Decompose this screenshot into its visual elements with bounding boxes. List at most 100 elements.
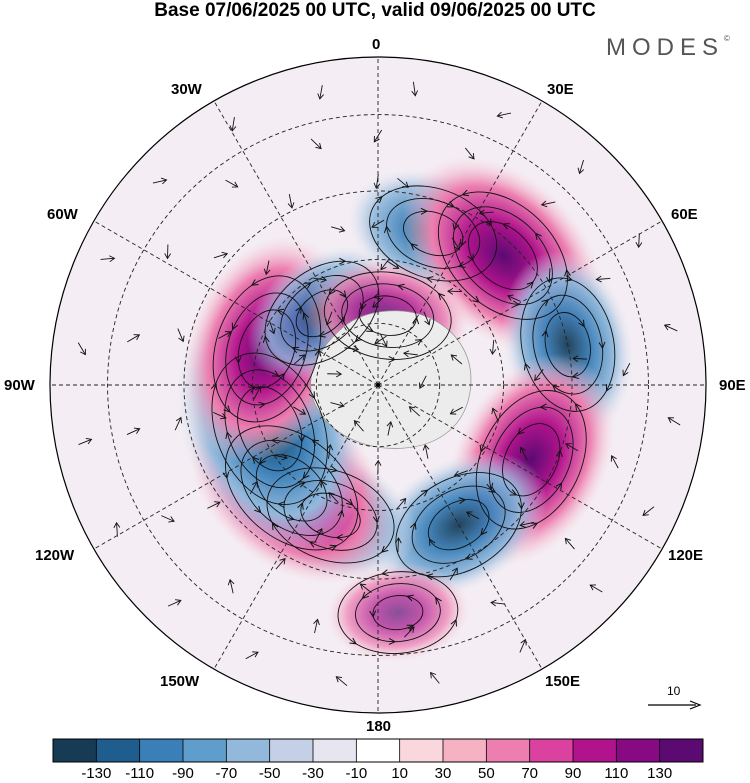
reference-vector-arrow (648, 700, 702, 710)
flow-arrow (298, 435, 306, 443)
label-lon-120e: 120E (668, 547, 704, 564)
flow-arrow (339, 290, 347, 299)
flow-arrow (328, 287, 336, 296)
colorbar-tick-label: 130 (647, 765, 673, 782)
wind-vector (310, 138, 322, 150)
flow-arrow (337, 509, 345, 518)
flow-arrow (254, 505, 262, 514)
wind-vector (312, 276, 328, 283)
wind-vector (225, 179, 239, 188)
meridian-240 (93, 384, 379, 550)
wind-streamlines (77, 81, 681, 687)
streamline-11-2 (323, 271, 452, 360)
flow-arrow (330, 465, 338, 473)
reference-vector-label: 10 (667, 684, 681, 698)
meridian-60 (377, 220, 663, 386)
flow-arrow (271, 522, 279, 531)
streamline-5-1 (355, 583, 441, 643)
latitude-circle-75 (315, 322, 441, 448)
wind-vector (519, 521, 534, 528)
flow-arrow (361, 591, 369, 600)
wind-vector (380, 258, 390, 271)
lat-lon-grid (50, 57, 706, 713)
wind-vector (423, 311, 431, 326)
streamline-8-0 (237, 386, 303, 472)
wind-vector (394, 537, 402, 553)
flow-arrow (410, 243, 418, 251)
colorbar-swatch (573, 739, 617, 762)
flow-arrow (564, 268, 571, 277)
flow-arrow (369, 610, 377, 618)
wind-vector (572, 355, 587, 363)
flow-arrow (517, 427, 525, 435)
streamline-3-1 (488, 406, 574, 513)
flow-arrow (428, 538, 436, 546)
flow-arrow (420, 489, 429, 497)
flow-arrow (335, 534, 344, 541)
wind-vector (113, 521, 121, 537)
wind-vector (491, 407, 499, 422)
flow-arrow (222, 471, 230, 480)
streamline-7-0 (255, 454, 328, 522)
wind-vector (253, 386, 262, 400)
wind-vector (422, 444, 430, 459)
colorbar-swatch (96, 739, 140, 762)
flow-arrow (258, 401, 267, 409)
wind-vector (402, 350, 418, 358)
wind-vector (327, 370, 343, 378)
label-lon-30w: 30W (171, 81, 202, 98)
label-lon-150w: 150W (160, 673, 200, 690)
flow-arrow (406, 624, 415, 631)
flow-arrow (302, 471, 310, 480)
flow-arrow (420, 207, 429, 215)
flow-arrow (526, 281, 534, 289)
wind-vector (359, 583, 372, 593)
wind-vector (464, 147, 475, 160)
wind-vector (386, 420, 394, 436)
colorbar-tick-label: 110 (604, 765, 629, 782)
flow-arrow (556, 449, 563, 457)
streamline-11-0 (358, 295, 417, 336)
streamline-6-0 (300, 492, 361, 539)
wind-vector (325, 311, 333, 326)
colorbar-tick-label: -90 (172, 765, 194, 782)
wind-vector (77, 342, 86, 356)
flow-arrow (291, 346, 300, 354)
flow-arrow (472, 295, 480, 303)
wind-vector (564, 537, 575, 550)
colorbar-tick-label: 50 (477, 765, 495, 782)
wind-vector (373, 129, 383, 143)
wind-vector (565, 443, 579, 452)
wind-vector (315, 527, 323, 542)
streamline-2-1 (532, 294, 604, 395)
streamline-8-2 (211, 352, 328, 505)
colorbar-tick-label: -50 (258, 765, 281, 782)
colorbar-swatch (443, 739, 487, 762)
wind-vector (167, 599, 182, 607)
colorbar-swatch (486, 739, 530, 762)
streamline-3-0 (502, 423, 561, 497)
colorbar-tick-label: 30 (434, 765, 452, 782)
flow-arrow (250, 279, 259, 286)
wind-vector (127, 334, 141, 343)
wind-vector (245, 651, 259, 660)
flow-arrow (605, 384, 613, 392)
wind-vector (396, 497, 407, 510)
brand-text: MODES (606, 34, 725, 61)
colorbar-tick-label: -130 (81, 765, 112, 782)
colorbar-tick-label: -70 (215, 765, 238, 782)
flow-arrow (598, 341, 606, 350)
flow-arrow (541, 299, 550, 307)
flow-arrow (302, 311, 310, 320)
colorbar-swatch (269, 739, 314, 762)
meridian-120 (377, 384, 663, 550)
label-lon-30e: 30E (547, 81, 574, 98)
flow-arrow (223, 405, 231, 413)
brand-logo: MODES© (606, 34, 730, 62)
wind-vector (293, 406, 307, 415)
flow-arrow (578, 319, 585, 328)
flow-arrow (465, 553, 473, 560)
meridian-300 (93, 220, 379, 386)
streamline-0-0 (403, 210, 464, 257)
